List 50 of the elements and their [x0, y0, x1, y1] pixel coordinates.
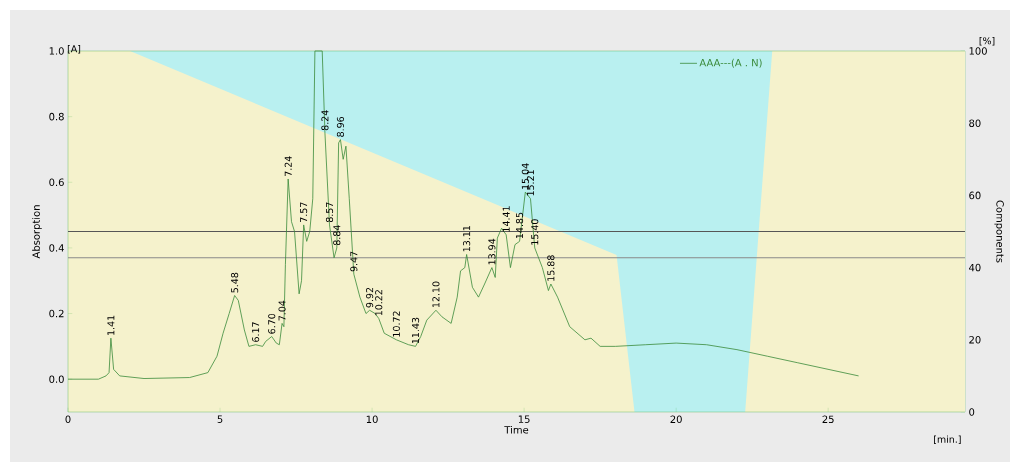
- text: [%]: [979, 37, 995, 46]
- legend-label: AAA---(A . N): [699, 58, 762, 68]
- annotation: 13.94: [488, 238, 496, 265]
- x-tick-label: 10: [366, 415, 378, 424]
- annotation: 9.47: [350, 251, 358, 272]
- annotation: 8.84: [333, 225, 341, 246]
- annotation: 7.57: [300, 202, 308, 222]
- y-tick-label: 0.6: [49, 178, 64, 187]
- annotation: 8.57: [325, 202, 334, 223]
- annotation: 15.21: [526, 170, 535, 196]
- annotation: 14.85: [515, 212, 524, 239]
- annotation: 11.43: [411, 317, 420, 344]
- annotation: 5.48: [231, 272, 239, 293]
- y-tick-label: 0.8: [49, 112, 64, 121]
- annotation: 7.24: [284, 156, 292, 177]
- x-tick-label: 5: [217, 415, 223, 423]
- y-tick-label: 1.0: [49, 47, 64, 55]
- y-tick-label: 0.2: [49, 309, 64, 318]
- annotation: 15.88: [547, 255, 555, 281]
- annotation: 9.92: [366, 287, 374, 308]
- x-tick-label: 25: [822, 415, 834, 424]
- x-tick-label: 0: [65, 415, 71, 424]
- annotation: 6.17: [252, 322, 260, 342]
- y2-axis-title: Components: [994, 200, 1004, 263]
- y2-tick-label: 60: [969, 191, 981, 200]
- y2-tick-label: 0: [969, 408, 975, 416]
- y-tick-label: 0.4: [49, 244, 64, 252]
- annotation: 8.96: [336, 116, 345, 137]
- y2-tick-label: 20: [969, 336, 981, 344]
- annotation: 13.11: [463, 226, 471, 252]
- y-tick-label: 0.0: [49, 375, 64, 383]
- annotation: 10.22: [375, 290, 383, 316]
- annotation: 12.10: [432, 281, 440, 308]
- annotation: 14.41: [502, 206, 510, 232]
- x-tick-label: 20: [670, 415, 682, 424]
- annotation: 7.04: [278, 300, 286, 321]
- annotation: 6.70: [268, 313, 276, 334]
- annotation: [A]: [67, 45, 81, 54]
- y2-tick-label: 100: [969, 47, 987, 55]
- annotation: 15.04: [521, 163, 529, 189]
- y2-tick-label: 40: [969, 263, 981, 272]
- annotation: 1.41: [107, 315, 115, 335]
- text: [min.]: [934, 435, 961, 444]
- y2-tick-label: 80: [969, 119, 981, 127]
- y-axis-title: Absorption: [32, 205, 42, 259]
- annotation: 8.24: [321, 110, 329, 131]
- annotation: 10.72: [392, 311, 400, 337]
- x-tick-label: 15: [518, 415, 530, 423]
- x-axis-title: Time: [504, 425, 529, 434]
- annotation: 15.40: [531, 219, 539, 245]
